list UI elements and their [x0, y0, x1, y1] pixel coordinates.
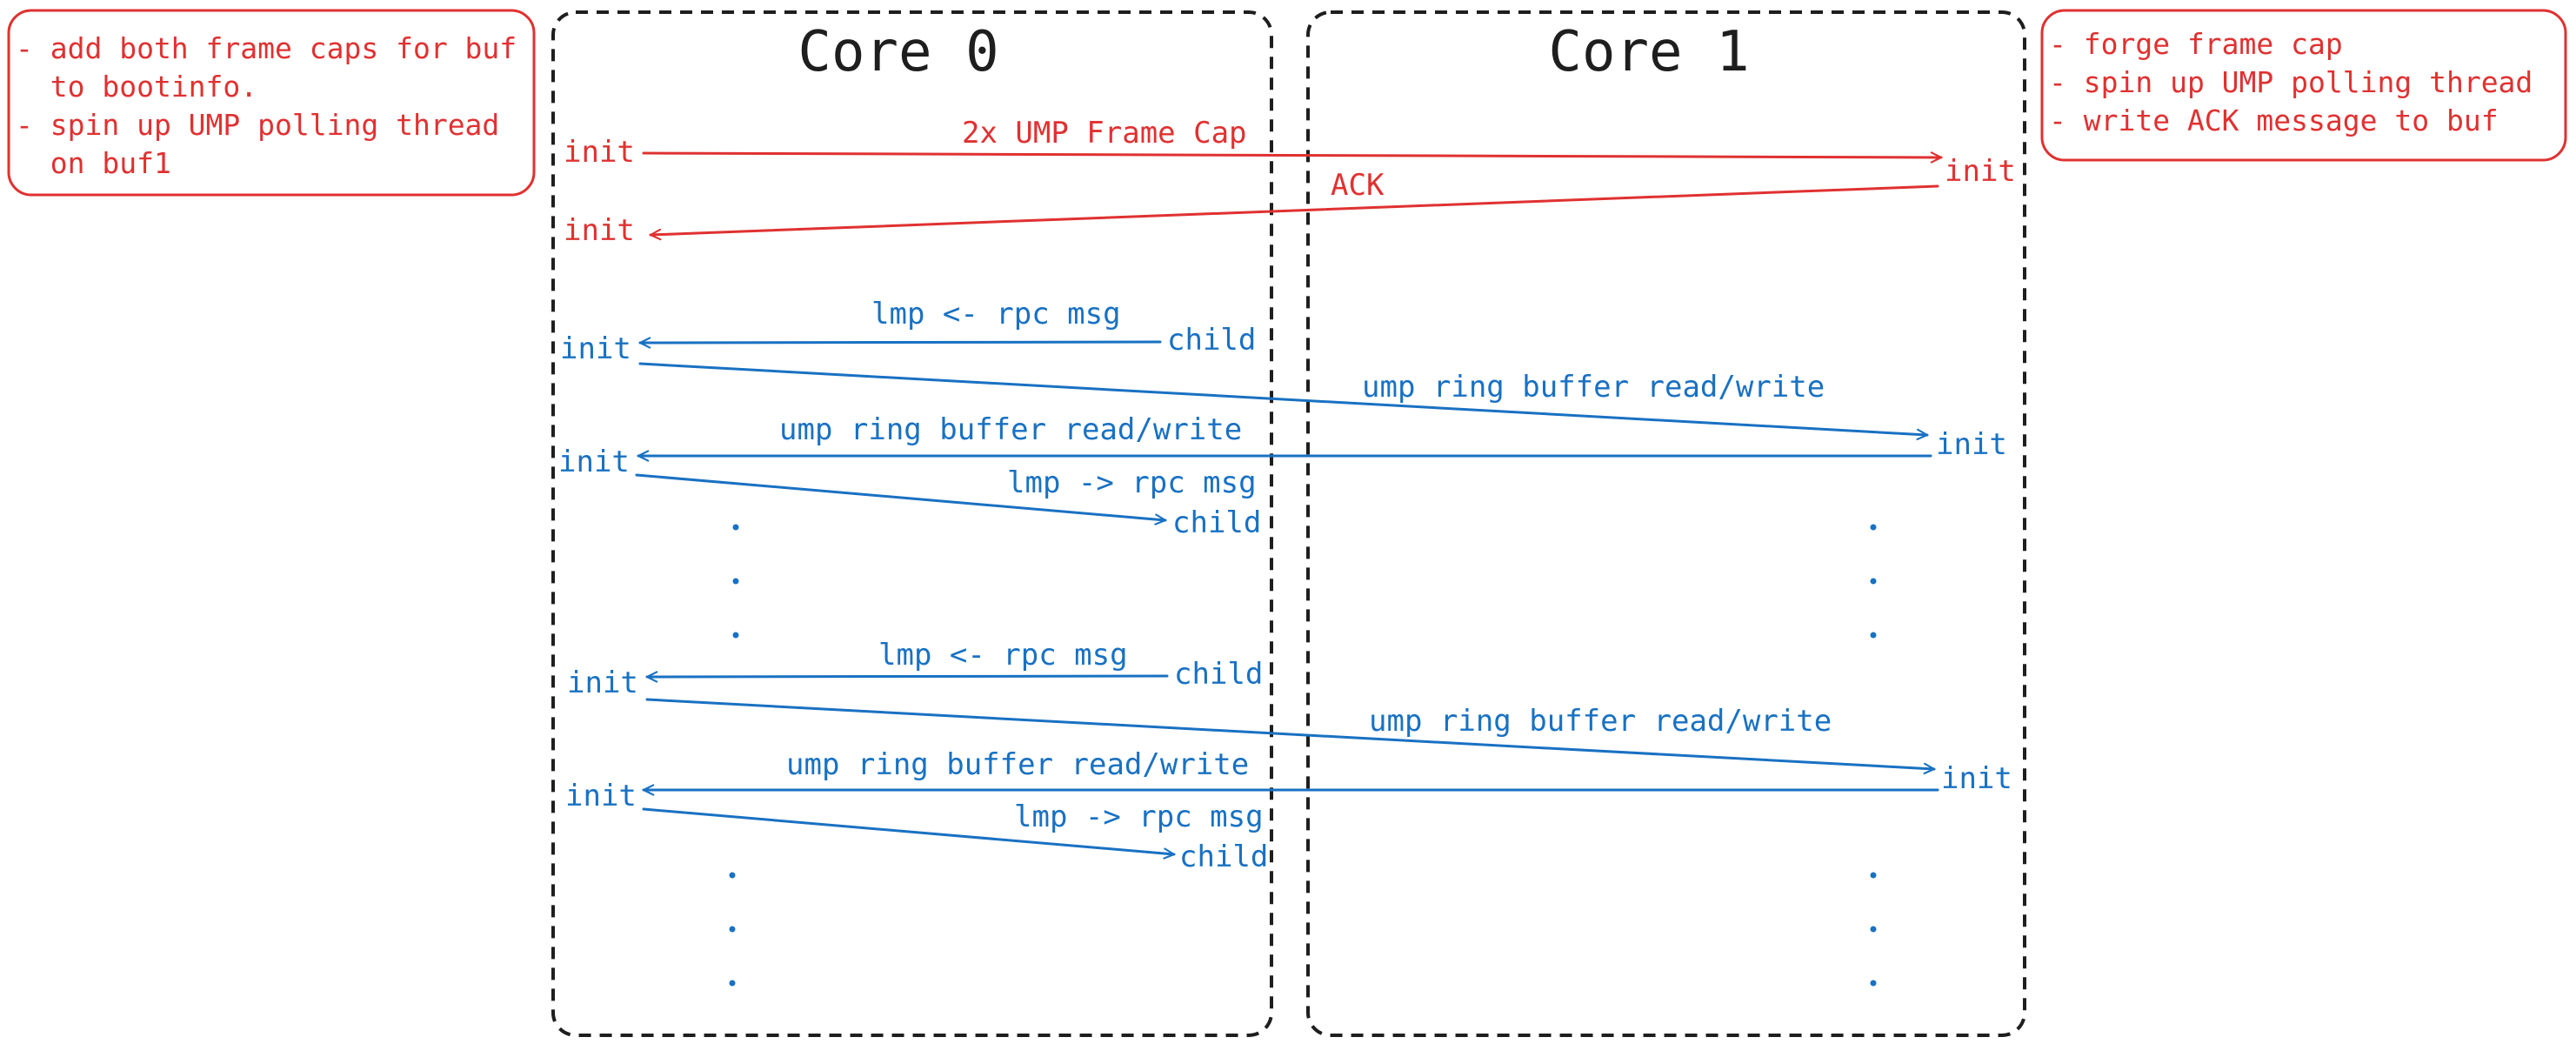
seq2-child-2: child — [1179, 840, 1268, 874]
ellipsis-dot — [1870, 524, 1877, 531]
left-note-line-2: to bootinfo. — [16, 70, 257, 104]
ellipsis-dot — [1870, 578, 1877, 585]
seq2-child-1: child — [1174, 657, 1263, 692]
seq1-ump-out-arrow — [638, 362, 1929, 441]
seq1-child-1: child — [1167, 323, 1256, 358]
frame-cap-label: 2x UMP Frame Cap — [962, 116, 1247, 151]
frame-cap-arrow — [642, 151, 1943, 164]
seq2-ump-out-label: ump ring buffer read/write — [1369, 704, 1832, 739]
seq1-init-1: init — [560, 331, 631, 366]
seq1-lmp-in-arrow — [638, 337, 1162, 349]
ellipsis-dot — [732, 524, 739, 531]
ellipsis-dot — [729, 872, 736, 879]
left-note-line-3: - spin up UMP polling thread — [16, 108, 499, 142]
ellipsis-dot — [732, 578, 739, 585]
core0-box — [551, 10, 1273, 1037]
core1-box — [1306, 10, 2026, 1037]
seq1-init-2: init — [558, 445, 630, 479]
left-note-box — [7, 9, 536, 197]
left-note-line-4: on buf1 — [16, 146, 171, 180]
seq1-lmp-out-arrow — [635, 473, 1167, 525]
seq1-lmp-out-label: lmp -> rpc msg — [1007, 465, 1257, 500]
ellipsis-dot — [1870, 926, 1877, 933]
seq2-ump-in-label: ump ring buffer read/write — [786, 747, 1249, 782]
seq1-child-2: child — [1172, 505, 1261, 540]
seq2-init-1: init — [567, 666, 638, 700]
ack-arrow — [649, 184, 1939, 241]
ellipsis-dot — [1870, 872, 1877, 879]
left-note-line-1: - add both frame caps for buf — [16, 31, 517, 65]
seq2-init-2: init — [565, 779, 637, 813]
seq2-ump-out-arrow — [645, 698, 1936, 775]
ellipsis-dot — [729, 926, 736, 933]
ellipsis-dot — [729, 980, 736, 987]
right-note-line-2: - spin up UMP polling thread — [2049, 65, 2533, 99]
seq1-ump-out-label: ump ring buffer read/write — [1362, 370, 1825, 405]
right-note-box — [2040, 9, 2567, 162]
ellipsis-dot — [732, 632, 739, 639]
ack-label: ACK — [1331, 168, 1385, 203]
seq1-lmp-in-label: lmp <- rpc msg — [871, 297, 1121, 331]
core1-title: Core 1 — [1548, 20, 1749, 84]
right-note-line-3: - write ACK message to buf — [2049, 104, 2499, 137]
core0-title: Core 0 — [797, 20, 998, 84]
right-note-line-1: - forge frame cap — [2049, 27, 2343, 61]
seq2-lmp-in-label: lmp <- rpc msg — [878, 638, 1128, 673]
setup-init-c: init — [564, 213, 635, 248]
seq1-ump-in-label: ump ring buffer read/write — [779, 412, 1242, 447]
seq2-lmp-in-arrow — [645, 671, 1169, 683]
ellipsis-dot — [1870, 632, 1877, 639]
seq2-lmp-out-arrow — [642, 807, 1176, 860]
setup-init-b: init — [1945, 154, 2016, 189]
setup-init-a: init — [564, 135, 635, 170]
ellipsis-dot — [1870, 980, 1877, 987]
seq1-init-core1: init — [1936, 427, 2007, 462]
seq2-lmp-out-label: lmp -> rpc msg — [1014, 800, 1264, 834]
seq2-init-core1: init — [1941, 761, 2012, 796]
